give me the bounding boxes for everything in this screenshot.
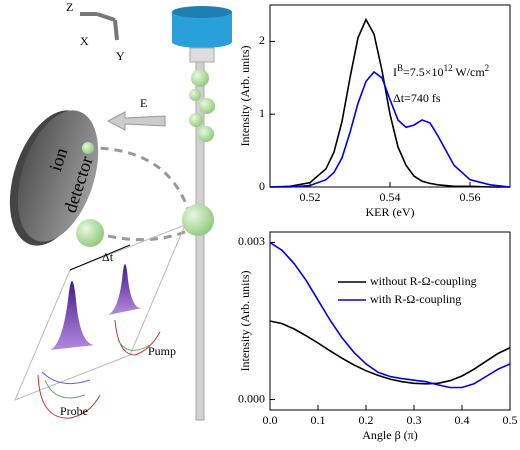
x-tick-label: 0.3 (407, 413, 422, 427)
droplet (191, 69, 209, 87)
series-line (270, 70, 511, 188)
axis-label: Z (66, 0, 73, 14)
x-axis-label: KER (eV) (366, 205, 415, 219)
x-tick-label: 0.5 (503, 413, 518, 427)
annotation-part: 12 (444, 63, 453, 73)
x-tick-label: 0.54 (380, 190, 401, 204)
pump-pulse (108, 264, 142, 315)
series-line (269, 17, 510, 188)
annotation-part: B (397, 63, 403, 73)
y-tick-label: 1 (259, 106, 265, 120)
legend-label: without R-Ω-coupling (370, 274, 477, 288)
probe-label: Probe (60, 404, 88, 418)
y-tick-label: 0.000 (238, 391, 265, 405)
plot-frame (269, 4, 511, 188)
x-tick-label: 0.0 (263, 413, 278, 427)
delay-label: Δt (102, 250, 114, 264)
ion-detector (17, 110, 99, 242)
nozzle-bottom (172, 36, 232, 48)
x-tick-label: 0.52 (300, 190, 321, 204)
x-axis-label: Angle β (π) (362, 428, 417, 442)
droplet (189, 113, 203, 127)
series-line (269, 320, 511, 385)
trajectory (107, 230, 186, 242)
axis-arrow (96, 12, 116, 22)
pump-label: Pump (148, 344, 176, 358)
y-axis-label: Intensity (Arb. units) (238, 271, 252, 372)
field-label: E (140, 96, 147, 110)
annotation-part: I (393, 65, 397, 79)
schematic: Z X Y ion detector E Δt Pump Probe (9, 0, 232, 421)
nozzle-top (172, 6, 232, 18)
ion (76, 219, 104, 247)
potential-curve (117, 339, 151, 351)
potential-curve (41, 371, 91, 385)
probe-pulse (50, 281, 95, 350)
annotation-part: W/cm (453, 65, 486, 79)
axis-label: Y (116, 49, 125, 63)
field-arrow (106, 111, 166, 131)
annotation-part: Δt=740 fs (393, 91, 441, 105)
x-tick-label: 0.4 (455, 413, 470, 427)
ion (82, 142, 94, 154)
y-tick-label: 0.003 (238, 234, 265, 248)
x-tick-label: 0.56 (460, 190, 481, 204)
droplet (189, 89, 201, 101)
potential-curve (114, 319, 161, 356)
nozzle-tip (189, 47, 215, 63)
droplet (199, 98, 215, 114)
delay-line (69, 244, 131, 271)
series-line (269, 241, 511, 389)
molecule (182, 204, 214, 236)
legend-label: with R-Ω-coupling (370, 292, 461, 306)
droplet (198, 126, 214, 142)
x-tick-label: 0.1 (311, 413, 326, 427)
annotation-part: 2 (485, 63, 490, 73)
y-axis-label: Intensity (Arb. units) (238, 46, 252, 147)
x-tick-label: 0.2 (359, 413, 374, 427)
axis-arrow (113, 19, 119, 41)
axis-label: X (80, 34, 89, 48)
annotation: Δt=740 fs (393, 91, 441, 105)
potential-curve (37, 374, 101, 419)
annotation-part: =7.5×10 (403, 65, 444, 79)
y-tick-label: 2 (259, 33, 265, 47)
y-tick-label: 0 (259, 179, 265, 193)
pulse-plane (14, 224, 186, 401)
annotation: IB=7.5×1012 W/cm2 (393, 63, 489, 79)
potential-curve (44, 379, 86, 399)
trajectory (94, 146, 192, 216)
